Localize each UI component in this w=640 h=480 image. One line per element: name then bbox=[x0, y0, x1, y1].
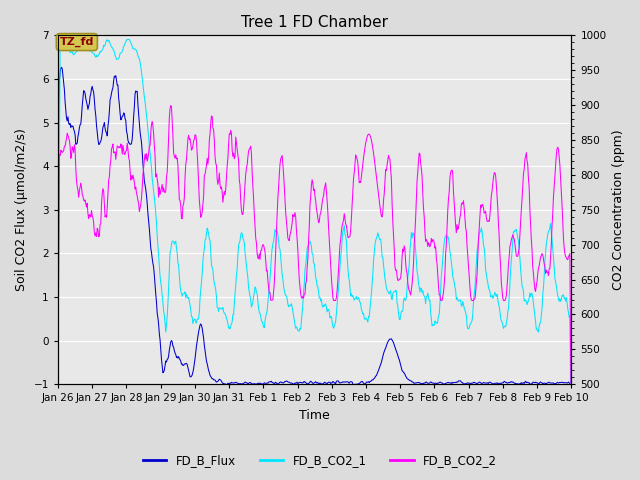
X-axis label: Time: Time bbox=[300, 409, 330, 422]
Legend: FD_B_Flux, FD_B_CO2_1, FD_B_CO2_2: FD_B_Flux, FD_B_CO2_1, FD_B_CO2_2 bbox=[138, 449, 502, 472]
Y-axis label: Soil CO2 Flux (μmol/m2/s): Soil CO2 Flux (μmol/m2/s) bbox=[15, 128, 28, 291]
Text: TZ_fd: TZ_fd bbox=[60, 37, 94, 47]
Y-axis label: CO2 Concentration (ppm): CO2 Concentration (ppm) bbox=[612, 130, 625, 290]
Title: Tree 1 FD Chamber: Tree 1 FD Chamber bbox=[241, 15, 388, 30]
